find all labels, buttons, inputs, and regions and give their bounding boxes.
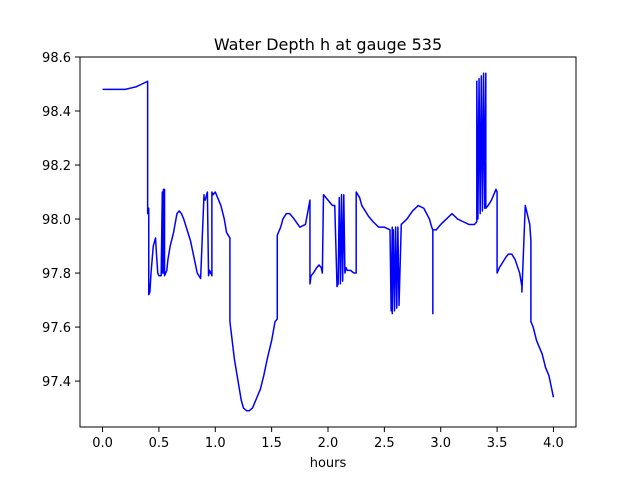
x-tick-label: 2.0 [318,436,339,451]
x-tick-label: 3.5 [487,436,508,451]
x-tick-label: 0.0 [92,436,113,451]
y-tick-label: 98.6 [42,51,71,66]
y-tick-label: 98.4 [42,105,71,120]
x-tick-label: 2.5 [374,436,395,451]
y-axis: 97.4 97.6 97.8 98.0 98.2 98.4 98.6 [42,51,80,390]
plot-frame [79,56,577,428]
x-tick-label: 3.0 [430,436,451,451]
y-tick-label: 97.6 [42,321,71,336]
x-tick-label: 4.0 [543,436,564,451]
y-tick-label: 98.0 [42,213,71,228]
y-tick-label: 98.2 [42,159,71,174]
x-tick-label: 1.5 [261,436,282,451]
series-layer [102,72,555,412]
x-axis-label: hours [310,456,347,471]
x-axis: 0.0 0.5 1.0 1.5 2.0 2.5 3.0 3.5 4.0 [92,427,564,451]
x-tick-label: 0.5 [149,436,170,451]
y-tick-label: 97.8 [42,267,71,282]
series-line [102,72,555,412]
chart-title: Water Depth h at gauge 535 [214,35,442,54]
x-tick-label: 1.0 [205,436,226,451]
y-tick-label: 97.4 [42,375,71,390]
